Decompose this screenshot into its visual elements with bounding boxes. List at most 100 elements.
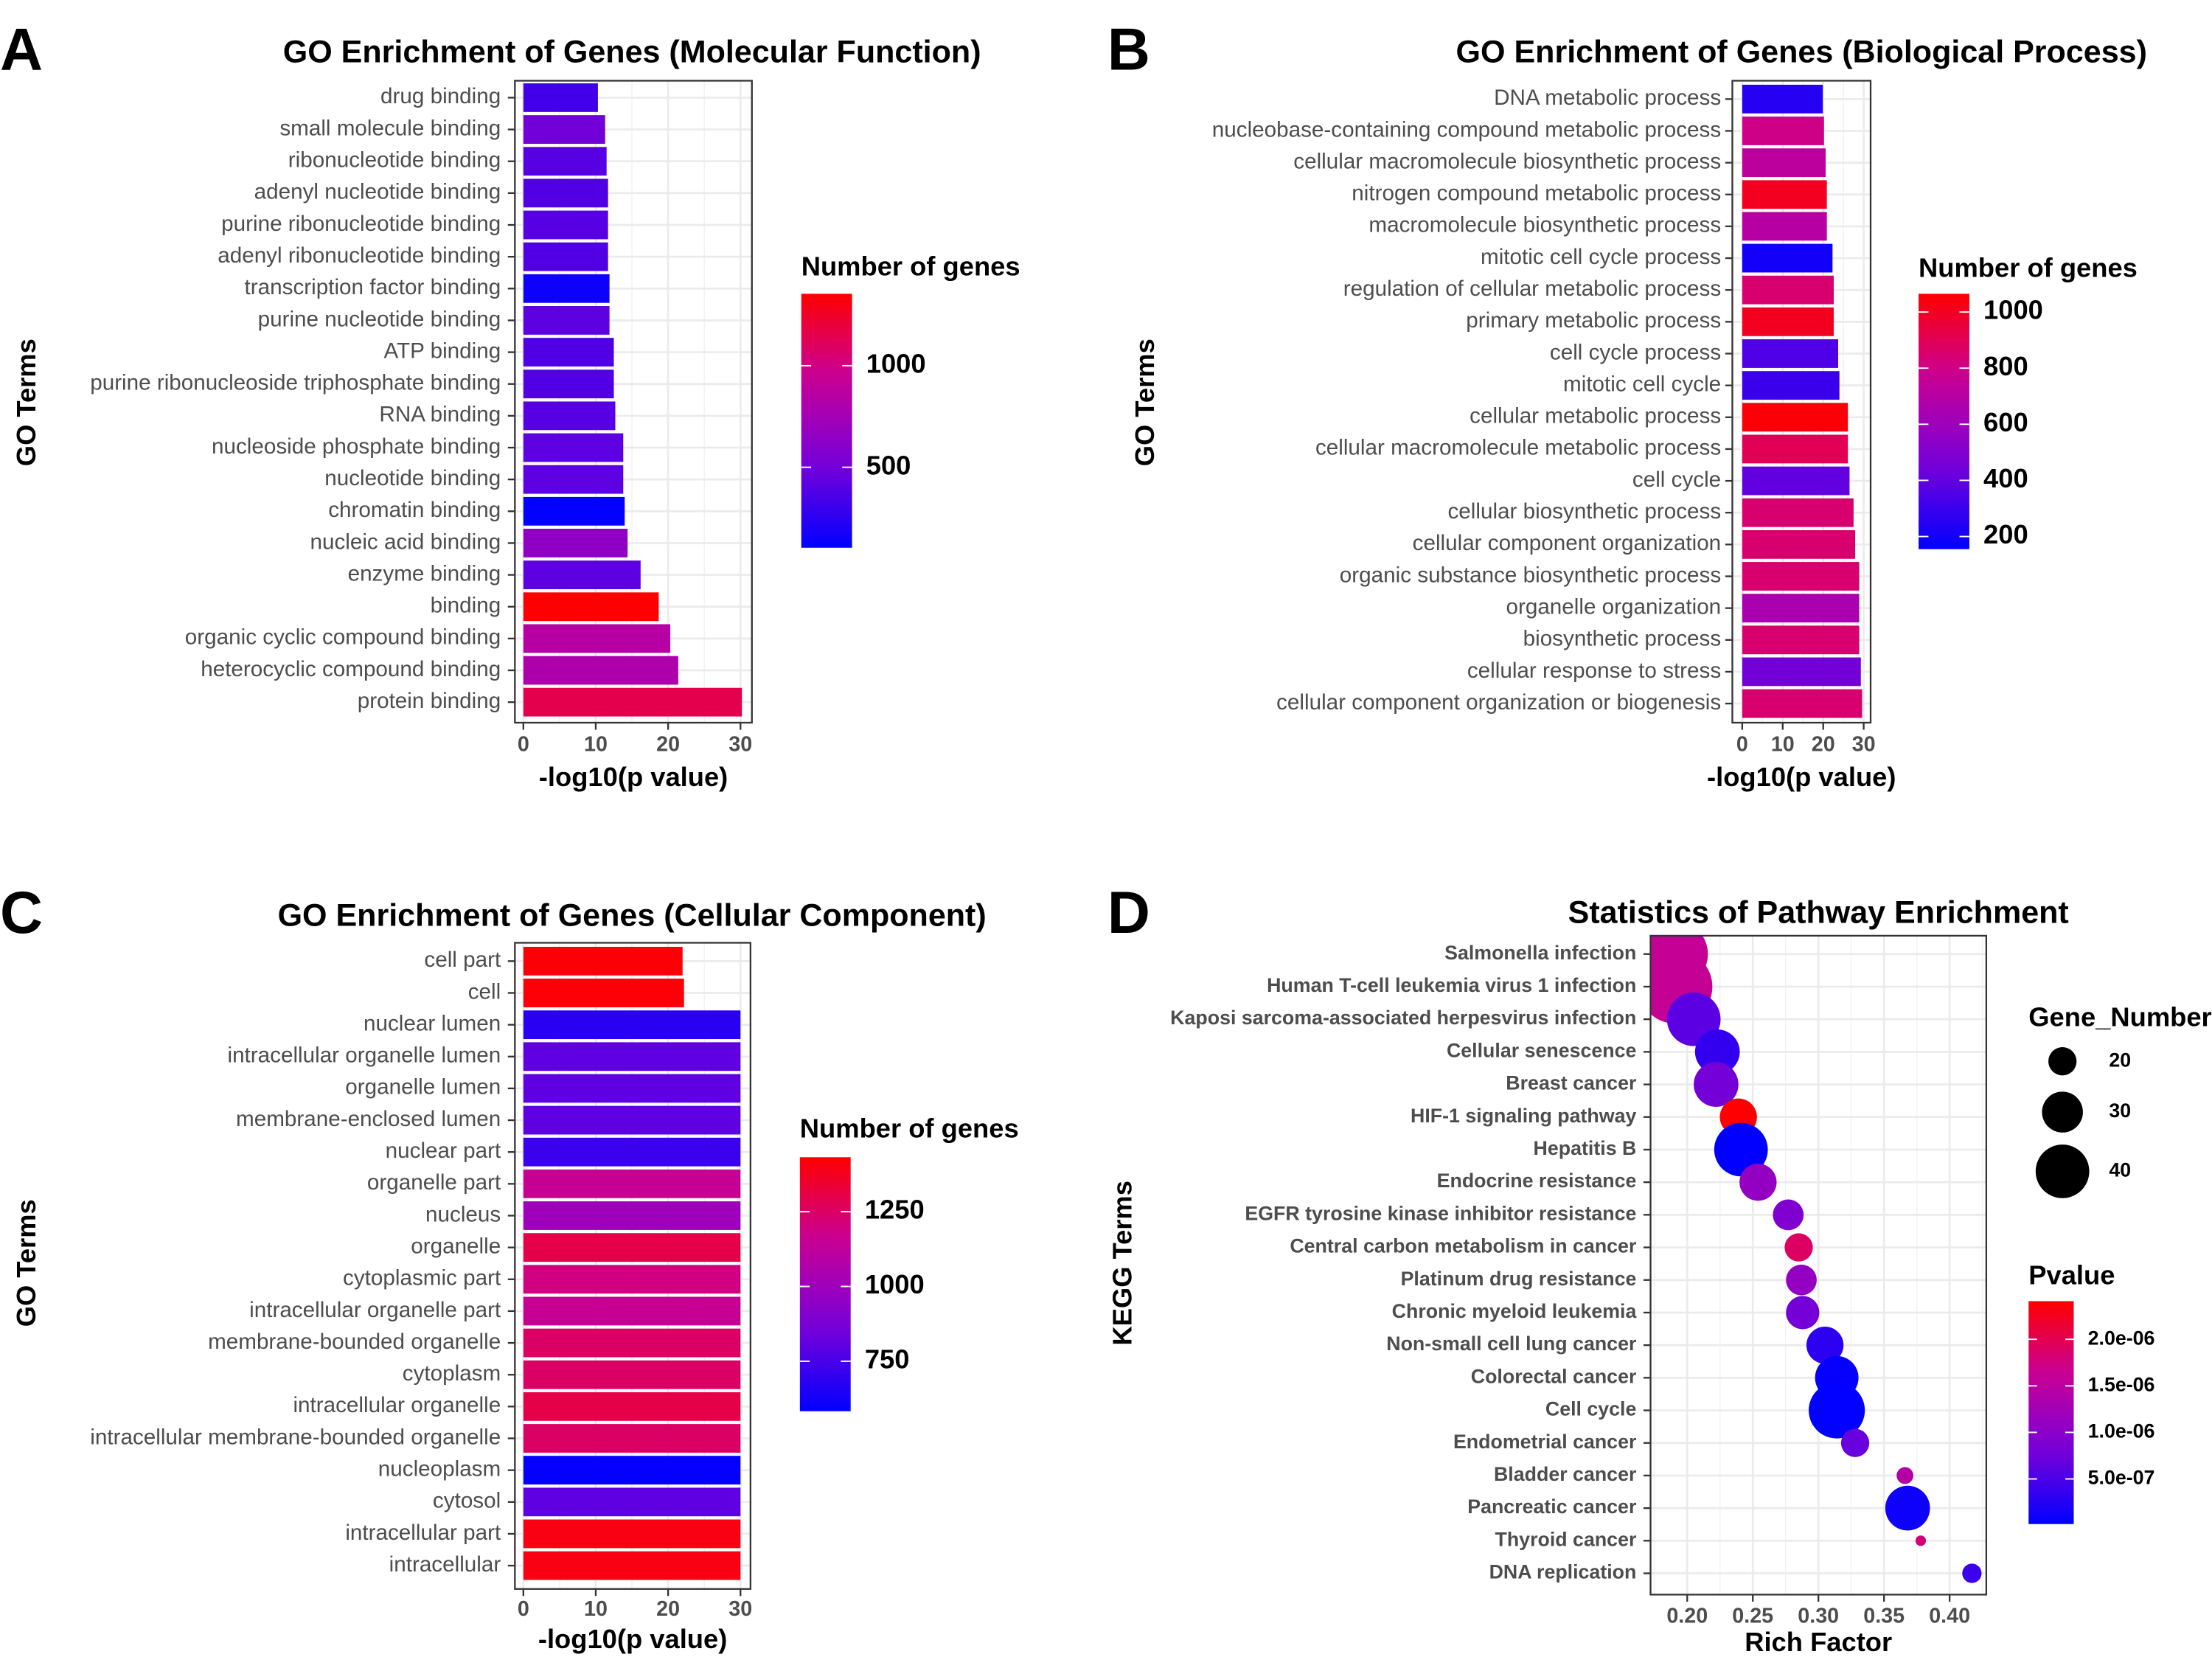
y-tick-label: DNA metabolic process <box>1494 86 1721 110</box>
y-tick-label: Colorectal cancer <box>1471 1365 1637 1387</box>
chart-title: Statistics of Pathway Enrichment <box>1568 895 2069 931</box>
size-legend-label: 20 <box>2109 1049 2131 1071</box>
x-tick-label: 20 <box>1812 732 1835 756</box>
bar <box>523 147 607 176</box>
legend-title: Number of genes <box>800 1114 1019 1144</box>
y-tick-label: Human T-cell leukemia virus 1 infection <box>1267 974 1636 996</box>
y-tick-label: Bladder cancer <box>1494 1463 1637 1485</box>
colorbar-label: 1.0e-06 <box>2088 1420 2155 1442</box>
bar <box>1742 307 1834 336</box>
bar <box>1742 594 1860 623</box>
y-tick-label: Cellular senescence <box>1447 1039 1636 1061</box>
x-tick-label: 0.25 <box>1732 1605 1773 1628</box>
y-tick-label: cellular macromolecule metabolic process <box>1315 436 1721 460</box>
y-tick-label: organelle lumen <box>345 1075 501 1100</box>
panel-letter: A <box>0 16 43 83</box>
y-tick-label: heterocyclic compound binding <box>201 657 501 681</box>
y-tick-label: nucleobase-containing compound metabolic… <box>1212 117 1721 142</box>
x-axis-label: -log10(p value) <box>1707 762 1896 792</box>
x-tick-label: 0.30 <box>1798 1605 1839 1628</box>
colorbar <box>1919 293 1969 549</box>
bar <box>523 178 608 208</box>
point <box>1885 1485 1930 1531</box>
bar <box>1742 243 1833 273</box>
y-tick-label: HIF-1 signaling pathway <box>1411 1105 1636 1127</box>
x-tick-label: 20 <box>656 1597 680 1621</box>
y-tick-label: mitotic cell cycle <box>1563 372 1721 396</box>
point <box>1773 1199 1804 1231</box>
colorbar-label: 500 <box>866 450 911 480</box>
point <box>1840 1428 1870 1457</box>
y-tick-label: Platinum drug resistance <box>1401 1268 1637 1290</box>
bar <box>1742 117 1824 145</box>
bar <box>1742 212 1827 241</box>
y-tick-label: intracellular membrane-bounded organelle <box>90 1425 501 1449</box>
y-tick-label: Non-small cell lung cancer <box>1386 1333 1637 1355</box>
y-tick-label: RNA binding <box>379 403 501 427</box>
bar <box>1742 466 1850 496</box>
y-tick-label: organic substance biosynthetic process <box>1340 563 1721 587</box>
bar <box>1742 275 1834 305</box>
bar <box>523 1328 741 1358</box>
y-tick-label: Central carbon metabolism in cancer <box>1290 1235 1637 1257</box>
y-tick-label: cell part <box>424 948 501 972</box>
colorbar-label: 5.0e-07 <box>2088 1467 2155 1489</box>
y-tick-label: primary metabolic process <box>1466 308 1721 333</box>
bar <box>523 1392 741 1421</box>
bar <box>1742 434 1848 464</box>
y-tick-label: organelle <box>411 1234 501 1258</box>
x-tick-label: 0 <box>518 1597 529 1621</box>
y-tick-label: EGFR tyrosine kinase inhibitor resistanc… <box>1245 1202 1636 1224</box>
bar <box>523 624 671 653</box>
y-tick-label: Thyroid cancer <box>1495 1528 1636 1550</box>
bar <box>523 1169 741 1198</box>
point <box>1786 1296 1820 1330</box>
bar <box>1742 371 1840 400</box>
y-tick-label: organelle organization <box>1506 594 1721 619</box>
bar <box>523 687 742 717</box>
colorbar-label: 1000 <box>1983 295 2043 325</box>
x-tick-label: 0 <box>518 732 529 756</box>
points-layer <box>1650 935 1982 1583</box>
y-tick-label: transcription factor binding <box>245 275 501 299</box>
bar <box>523 1360 741 1389</box>
size-legend-key <box>2035 1144 2090 1198</box>
y-tick-label: Pancreatic cancer <box>1467 1496 1637 1518</box>
size-legend-label: 30 <box>2109 1100 2131 1122</box>
y-tick-label: organelle part <box>367 1170 501 1195</box>
x-tick-label: 0 <box>1736 732 1748 756</box>
point <box>1896 1467 1914 1484</box>
bar <box>1742 689 1863 718</box>
legend-title: Number of genes <box>801 251 1020 281</box>
bar <box>523 1201 741 1230</box>
y-axis-label: KEGG Terms <box>1107 1181 1137 1346</box>
y-tick-label: enzyme binding <box>348 561 501 586</box>
y-tick-label: protein binding <box>358 689 501 713</box>
colorbar-label: 800 <box>1983 351 2028 381</box>
y-tick-label: Hepatitis B <box>1534 1137 1637 1159</box>
bar <box>523 592 659 622</box>
bar <box>1742 84 1823 114</box>
x-axis-label: Rich Factor <box>1745 1627 1892 1657</box>
y-tick-label: cell cycle process <box>1550 340 1721 364</box>
bar <box>523 656 678 685</box>
y-tick-label: membrane-enclosed lumen <box>236 1107 501 1131</box>
bar <box>1742 403 1848 432</box>
y-tick-label: cytoplasmic part <box>343 1266 501 1290</box>
y-tick-label: cell <box>468 979 501 1004</box>
plot-border <box>514 80 753 724</box>
colorbar-label: 750 <box>865 1344 910 1375</box>
bar <box>523 1042 741 1071</box>
panel-letter: D <box>1107 880 1150 946</box>
y-tick-label: nuclear lumen <box>364 1011 501 1035</box>
y-axis-label: GO Terms <box>1130 338 1160 466</box>
y-tick-label: Breast cancer <box>1506 1072 1637 1094</box>
y-tick-label: drug binding <box>380 84 501 108</box>
y-axis-label: GO Terms <box>11 338 41 466</box>
y-tick-label: adenyl ribonucleotide binding <box>218 243 501 268</box>
bar <box>523 1456 741 1485</box>
y-tick-label: binding <box>431 594 501 618</box>
point <box>1915 1535 1927 1546</box>
y-tick-label: cellular response to stress <box>1467 659 1721 683</box>
